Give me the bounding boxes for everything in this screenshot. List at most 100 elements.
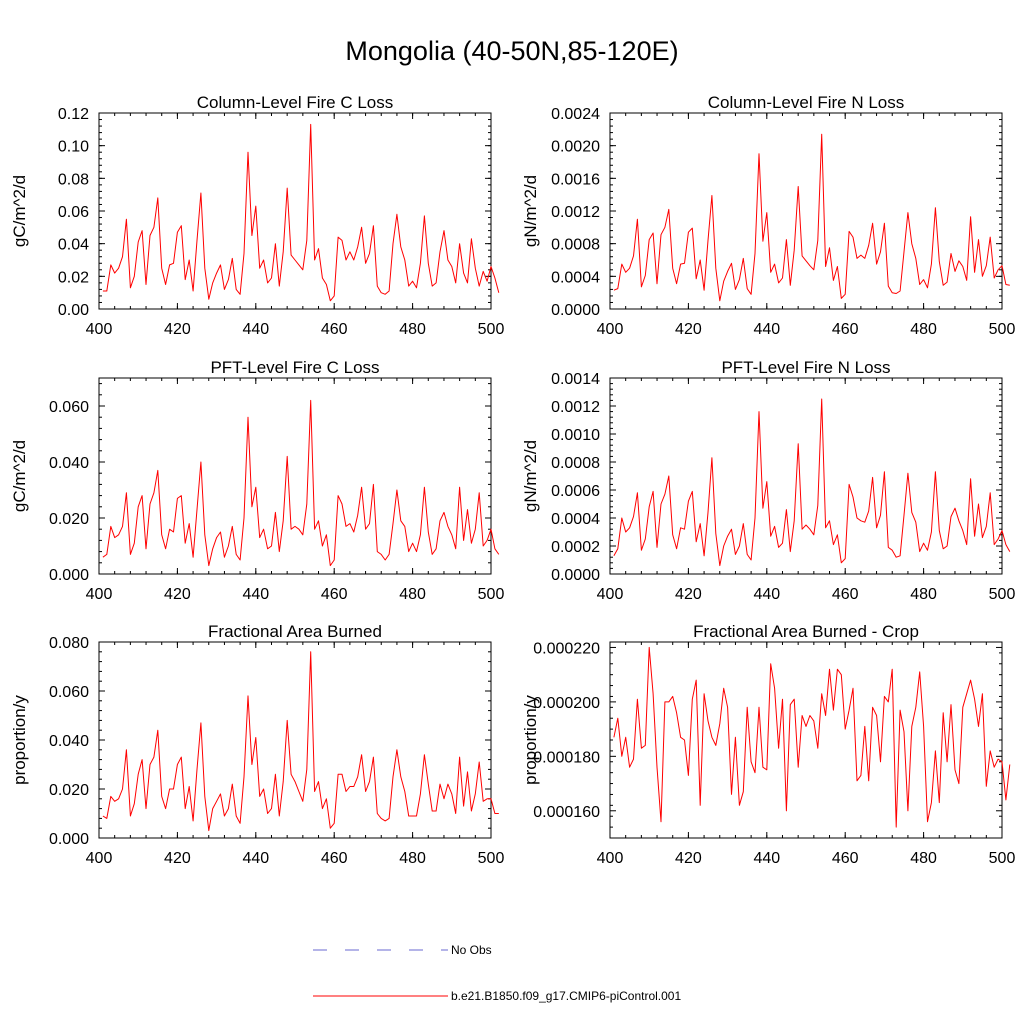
y-tick-label: 0.000180 [533,749,600,766]
x-tick-label: 420 [675,321,702,338]
x-tick-label: 420 [164,850,191,867]
panel-title: PFT-Level Fire N Loss [721,358,890,377]
y-tick-label: 0.0004 [551,269,600,286]
y-tick-label: 0.000200 [533,695,600,712]
y-tick-label: 0.0004 [551,511,600,528]
x-tick-label: 440 [753,586,780,603]
x-tick-label: 500 [478,321,505,338]
plot-frame [609,641,1003,839]
y-tick-label: 0.0000 [551,302,600,319]
y-tick-label: 0.000 [49,831,89,848]
y-axis-label: gN/m^2/d [521,175,540,247]
x-tick-label: 420 [164,321,191,338]
plot-frame [609,377,1003,575]
y-tick-label: 0.020 [49,511,89,528]
chart-panel-1: 400 420 440 460 480 500 0.00 0.02 0.04 0.06 0.08 0.… [10,93,504,338]
y-tick-label: 0.000 [49,567,89,584]
chart-panel-5: 400 420 440 460 480 500 0.000 0.020 0.040 0.060 0.… [10,622,504,867]
x-tick-label: 480 [399,850,426,867]
y-tick-label: 0.0002 [551,539,600,556]
x-tick-label: 400 [86,586,113,603]
y-axis-label: gC/m^2/d [10,440,29,512]
x-tick-label: 420 [164,586,191,603]
series-line [102,399,500,567]
series-line [613,646,1011,828]
x-tick-label: 460 [832,850,859,867]
y-tick-label: 0.000160 [533,804,600,821]
panel-title: Column-Level Fire N Loss [708,93,905,112]
x-tick-label: 420 [675,586,702,603]
x-tick-label: 440 [242,321,269,338]
panel-title: Fractional Area Burned [208,622,382,641]
series-line [613,133,1010,302]
y-tick-label: 0.10 [58,139,89,156]
x-tick-label: 400 [597,850,624,867]
x-tick-label: 400 [86,321,113,338]
x-tick-label: 500 [989,321,1016,338]
x-tick-label: 440 [242,586,269,603]
figure-title: Mongolia (40-50N,85-120E) [345,36,679,66]
y-tick-label: 0.0016 [551,171,600,188]
x-tick-label: 460 [832,586,859,603]
x-tick-label: 480 [399,321,426,338]
y-tick-label: 0.020 [49,782,89,799]
y-tick-label: 0.0010 [551,427,600,444]
y-tick-label: 0.0014 [551,371,600,388]
y-tick-label: 0.02 [58,269,89,286]
y-tick-label: 0.08 [58,171,89,188]
x-tick-label: 500 [478,850,505,867]
x-tick-label: 460 [832,321,859,338]
y-tick-label: 0.000220 [533,640,600,657]
x-tick-label: 480 [910,321,937,338]
series-line [102,651,499,832]
x-tick-label: 480 [910,850,937,867]
y-tick-label: 0.060 [49,399,89,416]
x-tick-label: 500 [478,586,505,603]
y-axis-label: gN/m^2/d [521,440,540,512]
x-tick-label: 480 [910,586,937,603]
y-axis-label: gC/m^2/d [10,175,29,247]
y-tick-label: 0.0008 [551,455,600,472]
x-tick-label: 400 [597,586,624,603]
y-tick-label: 0.04 [58,237,89,254]
x-tick-label: 440 [753,321,780,338]
x-tick-label: 440 [242,850,269,867]
x-tick-label: 420 [675,850,702,867]
x-tick-label: 460 [321,321,348,338]
plot-frame [98,112,492,310]
y-tick-label: 0.0006 [551,483,600,500]
legend-label-model: b.e21.B1850.f09_g17.CMIP6-piControl.001 [451,989,681,1003]
x-tick-label: 460 [321,586,348,603]
chart-panel-6: 400 420 440 460 480 500 0.000160 0.000180 0.0002… [521,622,1015,867]
y-tick-label: 0.12 [58,106,89,123]
y-axis-label: proportion/y [10,695,29,785]
y-tick-label: 0.080 [49,635,89,652]
y-tick-label: 0.060 [49,684,89,701]
legend: No Obs b.e21.B1850.f09_g17.CMIP6-piContr… [313,943,681,1003]
y-tick-label: 0.00 [58,302,89,319]
y-tick-label: 0.0012 [551,399,600,416]
x-tick-label: 400 [597,321,624,338]
legend-label-no-obs: No Obs [451,943,492,957]
y-tick-label: 0.040 [49,733,89,750]
x-tick-label: 460 [321,850,348,867]
series-line [102,123,500,302]
y-tick-label: 0.0020 [551,139,600,156]
y-tick-label: 0.0012 [551,204,600,221]
y-tick-label: 0.040 [49,455,89,472]
y-tick-label: 0.06 [58,204,89,221]
plot-frame [98,377,492,575]
y-tick-label: 0.0024 [551,106,600,123]
x-tick-label: 400 [86,850,113,867]
chart-panel-3: 400 420 440 460 480 500 0.000 0.020 0.040 0.060 PF… [10,358,504,603]
chart-panel-4: 400 420 440 460 480 500 0.0000 0.0002 0.0004 0.00… [521,358,1015,603]
x-tick-label: 500 [989,586,1016,603]
x-tick-label: 500 [989,850,1016,867]
y-tick-label: 0.0000 [551,567,600,584]
y-tick-label: 0.0008 [551,237,600,254]
panel-title: Fractional Area Burned - Crop [693,622,919,641]
x-tick-label: 480 [399,586,426,603]
x-tick-label: 440 [753,850,780,867]
panel-title: PFT-Level Fire C Loss [210,358,379,377]
